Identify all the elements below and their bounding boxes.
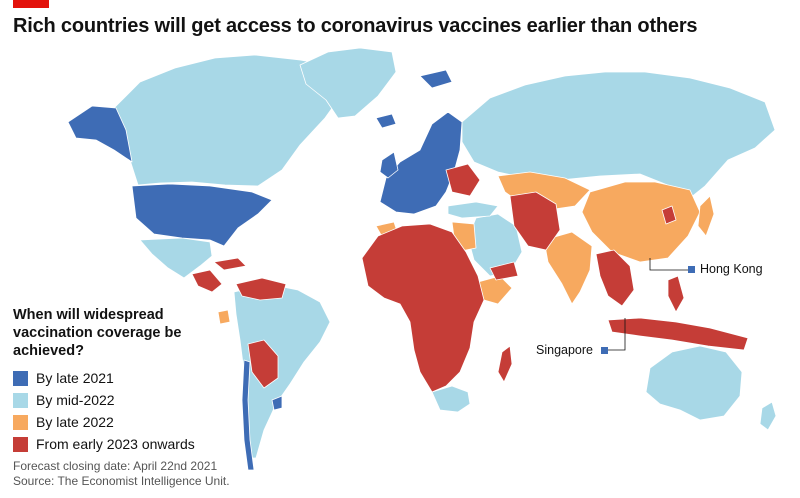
region-venezuela <box>235 277 287 301</box>
hong-kong-label: Hong Kong <box>700 262 763 276</box>
legend-items: By late 2021 By mid-2022 By late 2022 Fr… <box>13 367 213 455</box>
region-eastern-europe <box>445 163 481 197</box>
region-arctic-islands <box>419 69 453 89</box>
region-new-zealand <box>759 401 777 431</box>
world-map <box>67 47 777 471</box>
region-southeast-asia <box>595 249 635 307</box>
legend: When will widespread vaccination coverag… <box>13 306 213 455</box>
region-indonesia <box>607 317 749 351</box>
region-china <box>581 181 701 263</box>
hong-kong-marker <box>688 266 695 273</box>
legend-swatch-mid-2022 <box>13 392 28 408</box>
legend-swatch-early-2023 <box>13 436 28 452</box>
region-southern-africa <box>431 385 471 413</box>
region-caribbean <box>213 257 247 271</box>
legend-swatch-late-2021 <box>13 370 28 386</box>
footnotes: Forecast closing date: April 22nd 2021 S… <box>13 459 230 489</box>
region-bolivia-paraguay <box>247 339 279 389</box>
region-africa <box>361 223 485 393</box>
singapore-marker <box>601 347 608 354</box>
region-australia <box>645 345 743 421</box>
region-greenland <box>299 47 397 119</box>
region-india <box>543 231 593 305</box>
singapore-leader-line <box>607 318 626 351</box>
legend-label: By late 2022 <box>36 414 114 430</box>
region-philippines <box>667 275 685 313</box>
region-uk <box>379 151 399 179</box>
forecast-note: Forecast closing date: April 22nd 2021 <box>13 459 218 473</box>
region-japan <box>697 195 715 237</box>
region-europe <box>379 111 463 215</box>
region-alaska <box>67 105 133 163</box>
region-iceland <box>375 113 397 129</box>
brand-accent-bar <box>13 0 49 8</box>
singapore-label: Singapore <box>536 343 593 357</box>
hong-kong-leader-line <box>649 258 688 271</box>
region-chile <box>241 359 255 471</box>
chart-title: Rich countries will get access to corona… <box>13 15 698 37</box>
legend-title: When will widespread vaccination coverag… <box>13 307 182 359</box>
legend-item: From early 2023 onwards <box>13 433 213 455</box>
legend-item: By late 2022 <box>13 411 213 433</box>
legend-label: From early 2023 onwards <box>36 436 195 452</box>
legend-item: By mid-2022 <box>13 389 213 411</box>
legend-swatch-late-2022 <box>13 414 28 430</box>
region-ecuador <box>217 309 231 325</box>
region-south-asia-west <box>509 191 561 251</box>
region-yemen <box>489 261 519 281</box>
legend-label: By mid-2022 <box>36 392 115 408</box>
legend-label: By late 2021 <box>36 370 114 386</box>
region-usa <box>131 183 273 247</box>
region-madagascar <box>497 345 513 383</box>
region-uruguay <box>271 395 283 411</box>
region-canada <box>111 54 346 187</box>
region-mexico <box>139 237 213 279</box>
region-turkey <box>447 201 499 219</box>
source-note: Source: The Economist Intelligence Unit. <box>13 474 230 488</box>
region-north-korea <box>661 205 677 225</box>
region-central-america <box>191 269 223 293</box>
legend-item: By late 2021 <box>13 367 213 389</box>
